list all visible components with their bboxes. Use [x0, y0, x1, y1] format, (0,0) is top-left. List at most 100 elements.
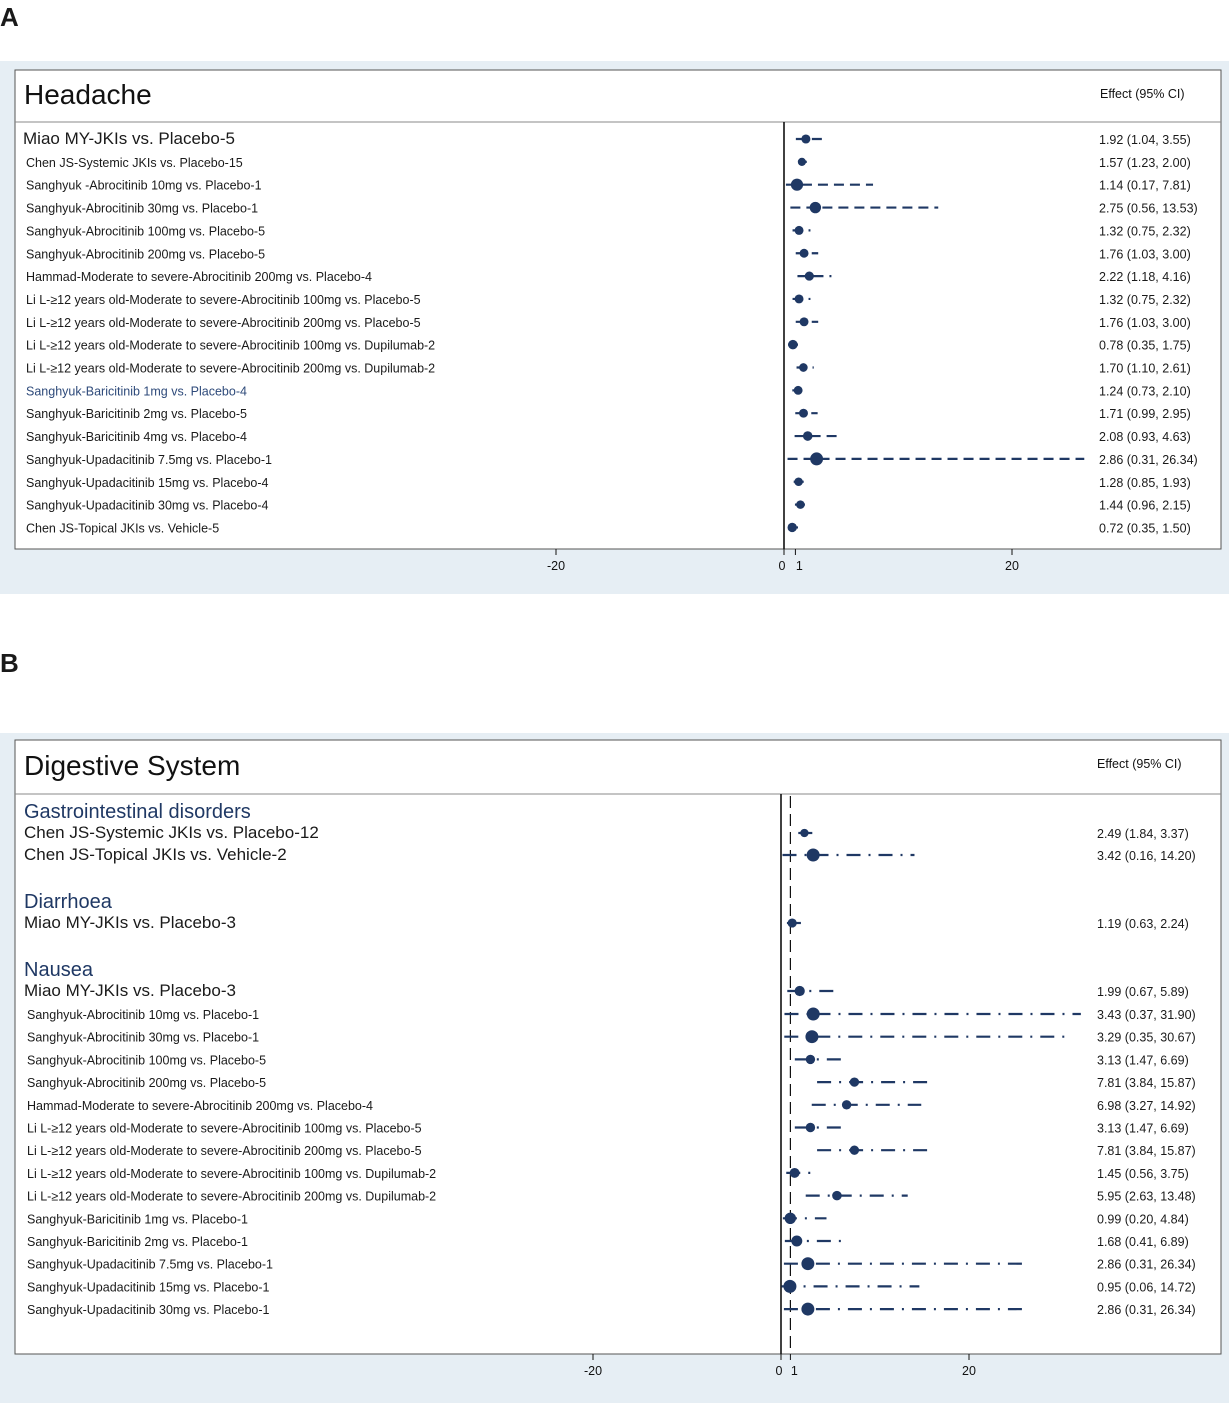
- study-label: Li L-≥12 years old-Moderate to severe-Ab…: [26, 339, 435, 353]
- point-estimate: [801, 1302, 815, 1316]
- study-label: Sanghyuk-Abrocitinib 30mg vs. Placebo-1: [26, 202, 258, 216]
- effect-value: 2.49 (1.84, 3.37): [1097, 827, 1189, 841]
- study-label: Sanghyuk-Baricitinib 2mg vs. Placebo-1: [27, 1235, 248, 1249]
- x-tick-label: 1: [791, 1364, 798, 1378]
- panel-letter-a: A: [0, 2, 19, 32]
- study-label: Sanghyuk-Abrocitinib 10mg vs. Placebo-1: [27, 1008, 259, 1022]
- effect-value: 1.44 (0.96, 2.15): [1099, 499, 1191, 513]
- study-label: Hammad-Moderate to severe-Abrocitinib 20…: [26, 270, 372, 284]
- point-estimate: [849, 1077, 860, 1087]
- effect-value: 1.99 (0.67, 5.89): [1097, 985, 1189, 999]
- study-label: Li L-≥12 years old-Moderate to severe-Ab…: [27, 1167, 436, 1181]
- effect-value: 1.32 (0.75, 2.32): [1099, 293, 1191, 307]
- point-estimate: [802, 431, 813, 441]
- point-estimate: [800, 828, 809, 838]
- plot-area: [14, 69, 1222, 550]
- effect-value: 2.22 (1.18, 4.16): [1099, 270, 1191, 284]
- effect-value: 5.95 (2.63, 13.48): [1097, 1190, 1196, 1204]
- study-label: Sanghyuk-Baricitinib 4mg vs. Placebo-4: [26, 430, 247, 444]
- study-label: Sanghyuk-Abrocitinib 30mg vs. Placebo-1: [27, 1031, 259, 1045]
- point-estimate: [796, 500, 805, 509]
- plot-area: [14, 739, 1222, 1355]
- effect-value: 1.14 (0.17, 7.81): [1099, 179, 1191, 193]
- effect-value: 1.76 (1.03, 3.00): [1099, 316, 1191, 330]
- effect-value: 0.99 (0.20, 4.84): [1097, 1212, 1189, 1226]
- point-estimate: [805, 1122, 816, 1133]
- point-estimate: [849, 1145, 860, 1155]
- point-estimate: [794, 985, 805, 997]
- point-estimate: [841, 1100, 852, 1110]
- point-estimate: [794, 294, 804, 304]
- study-label: Li L-≥12 years old-Moderate to severe-Ab…: [26, 316, 421, 330]
- group-header: Gastrointestinal disorders: [24, 801, 251, 823]
- x-tick-label: 1: [796, 559, 803, 573]
- study-label: Miao MY-JKIs vs. Placebo-5: [23, 129, 235, 148]
- point-estimate: [797, 157, 806, 166]
- effect-value: 3.29 (0.35, 30.67): [1097, 1031, 1196, 1045]
- effect-value: 6.98 (3.27, 14.92): [1097, 1099, 1196, 1113]
- study-label: Chen JS-Topical JKIs vs. Vehicle-2: [24, 845, 287, 864]
- effect-value: 0.95 (0.06, 14.72): [1097, 1280, 1196, 1294]
- point-estimate: [806, 1007, 820, 1021]
- study-label: Sanghyuk-Upadacitinib 30mg vs. Placebo-1: [27, 1303, 270, 1317]
- point-estimate: [799, 317, 809, 327]
- effect-value: 2.86 (0.31, 26.34): [1099, 453, 1198, 467]
- point-estimate: [787, 522, 797, 533]
- study-label: Chen JS-Systemic JKIs vs. Placebo-15: [26, 156, 243, 170]
- effect-value: 1.45 (0.56, 3.75): [1097, 1167, 1189, 1181]
- study-label: Sanghyuk-Upadacitinib 30mg vs. Placebo-4: [26, 499, 269, 513]
- effect-header: Effect (95% CI): [1100, 87, 1185, 101]
- forest-plot-digestive-system: Digestive System Effect (95% CI) Gastroint…: [14, 739, 1222, 1378]
- study-label: Sanghyuk-Abrocitinib 100mg vs. Placebo-5: [26, 224, 265, 238]
- effect-value: 1.28 (0.85, 1.93): [1099, 476, 1191, 490]
- effect-value: 1.19 (0.63, 2.24): [1097, 917, 1189, 931]
- x-tick-label: 0: [779, 559, 786, 573]
- study-label: Sanghyuk-Abrocitinib 200mg vs. Placebo-5: [26, 247, 265, 261]
- group-header: Diarrhoea: [24, 891, 113, 913]
- point-estimate: [788, 339, 798, 350]
- study-label: Sanghyuk-Abrocitinib 200mg vs. Placebo-5: [27, 1076, 266, 1090]
- point-estimate: [810, 452, 824, 466]
- study-label: Sanghyuk-Baricitinib 1mg vs. Placebo-1: [27, 1212, 248, 1226]
- effect-value: 2.86 (0.31, 26.34): [1097, 1258, 1196, 1272]
- study-label: Miao MY-JKIs vs. Placebo-3: [24, 913, 236, 932]
- point-estimate: [804, 271, 814, 281]
- point-estimate: [790, 178, 804, 191]
- effect-value: 1.76 (1.03, 3.00): [1099, 247, 1191, 261]
- point-estimate: [787, 918, 797, 928]
- x-tick-label: 20: [962, 1364, 976, 1378]
- point-estimate: [794, 225, 804, 235]
- point-estimate: [801, 1257, 815, 1271]
- group-header: Nausea: [24, 959, 94, 981]
- effect-value: 3.43 (0.37, 31.90): [1097, 1008, 1196, 1022]
- point-estimate: [806, 848, 820, 862]
- effect-value: 1.70 (1.10, 2.61): [1099, 362, 1191, 376]
- effect-value: 0.72 (0.35, 1.50): [1099, 521, 1191, 535]
- study-label: Sanghyuk-Abrocitinib 100mg vs. Placebo-5: [27, 1053, 266, 1067]
- study-label: Hammad-Moderate to severe-Abrocitinib 20…: [27, 1099, 373, 1113]
- chart-title: Headache: [24, 79, 152, 110]
- effect-value: 3.13 (1.47, 6.69): [1097, 1122, 1189, 1136]
- study-label: Li L-≥12 years old-Moderate to severe-Ab…: [26, 293, 421, 307]
- x-tick-label: -20: [584, 1364, 602, 1378]
- effect-value: 3.13 (1.47, 6.69): [1097, 1053, 1189, 1067]
- study-label: Sanghyuk-Upadacitinib 15mg vs. Placebo-4: [26, 476, 269, 490]
- study-label: Li L-≥12 years old-Moderate to severe-Ab…: [27, 1144, 422, 1158]
- study-label: Li L-≥12 years old-Moderate to severe-Ab…: [26, 362, 435, 376]
- effect-value: 1.68 (0.41, 6.89): [1097, 1235, 1189, 1249]
- effect-value: 2.86 (0.31, 26.34): [1097, 1303, 1196, 1317]
- point-estimate: [832, 1190, 842, 1201]
- study-label: Miao MY-JKIs vs. Placebo-3: [24, 981, 236, 1000]
- point-estimate: [799, 248, 809, 258]
- panel-letter-b: B: [0, 648, 19, 678]
- effect-value: 3.42 (0.16, 14.20): [1097, 849, 1196, 863]
- point-estimate: [805, 1054, 816, 1065]
- point-estimate: [799, 408, 808, 418]
- effect-value: 0.78 (0.35, 1.75): [1099, 339, 1191, 353]
- x-tick-label: 20: [1005, 559, 1019, 573]
- point-estimate: [801, 134, 811, 144]
- effect-value: 2.08 (0.93, 4.63): [1099, 430, 1191, 444]
- study-label: Sanghyuk-Upadacitinib 15mg vs. Placebo-1: [27, 1280, 270, 1294]
- point-estimate: [799, 363, 808, 372]
- point-estimate: [784, 1212, 797, 1225]
